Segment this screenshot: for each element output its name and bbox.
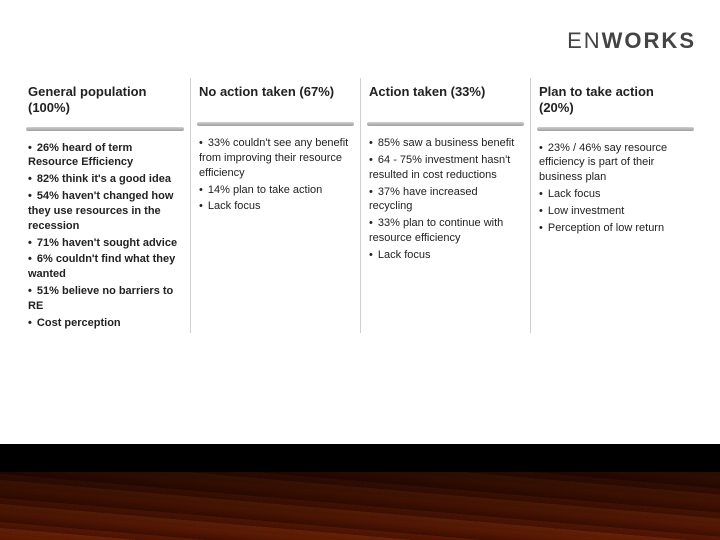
bullet-icon: • [28, 317, 32, 329]
list-item-text: 51% believe no barriers to RE [28, 285, 173, 312]
list-item: • 85% saw a business benefit [369, 136, 522, 151]
list-item: • 6% couldn't find what they wanted [28, 252, 182, 282]
brand-part-1: EN [567, 28, 602, 53]
list-item-text: Lack focus [205, 200, 261, 212]
column-header: Plan to take action (20%) [537, 78, 694, 127]
bullet-icon: • [28, 142, 32, 154]
list-item-text: 33% plan to continue with resource effic… [369, 217, 503, 244]
list-item-text: 64 - 75% investment hasn't resulted in c… [369, 154, 510, 181]
list-item-text: 85% saw a business benefit [375, 137, 514, 149]
bullet-icon: • [369, 137, 373, 149]
list-item-text: 54% haven't changed how they use resourc… [28, 190, 173, 232]
list-item: • 26% heard of term Resource Efficiency [28, 141, 182, 171]
list-item: • 51% believe no barriers to RE [28, 284, 182, 314]
header-underline [197, 122, 354, 126]
list-item: • 23% / 46% say resource efficiency is p… [539, 141, 692, 186]
column-plan-action: Plan to take action (20%) • 23% / 46% sa… [530, 78, 700, 333]
list-item: • Perception of low return [539, 221, 692, 236]
column-body: • 23% / 46% say resource efficiency is p… [537, 141, 694, 236]
bullet-icon: • [199, 200, 203, 212]
list-item-text: 26% heard of term Resource Efficiency [28, 142, 133, 169]
footer-copper-band [0, 444, 720, 540]
column-header: General population (100%) [26, 78, 184, 127]
column-action-taken: Action taken (33%) • 85% saw a business … [360, 78, 530, 333]
header-underline [367, 122, 524, 126]
list-item-text: 33% couldn't see any benefit from improv… [199, 137, 348, 179]
bullet-icon: • [539, 188, 543, 200]
list-item-text: 23% / 46% say resource efficiency is par… [539, 142, 667, 184]
list-item-text: Lack focus [545, 188, 601, 200]
list-item-text: 14% plan to take action [205, 184, 322, 196]
column-body: • 33% couldn't see any benefit from impr… [197, 136, 354, 214]
list-item: • 71% haven't sought advice [28, 236, 182, 251]
bullet-icon: • [539, 205, 543, 217]
list-item-text: 71% haven't sought advice [34, 237, 177, 249]
list-item-text: 37% have increased recycling [369, 186, 478, 213]
bullet-icon: • [28, 237, 32, 249]
list-item-text: Perception of low return [545, 222, 664, 234]
header-underline [26, 127, 184, 131]
list-item: • Lack focus [539, 187, 692, 202]
header-underline [537, 127, 694, 131]
bullet-icon: • [28, 253, 32, 265]
list-item: • 82% think it's a good idea [28, 172, 182, 187]
comparison-table: General population (100%) • 26% heard of… [20, 78, 700, 333]
column-no-action: No action taken (67%) • 33% couldn't see… [190, 78, 360, 333]
list-item: • Cost perception [28, 316, 182, 331]
column-header: No action taken (67%) [197, 78, 354, 122]
bullet-icon: • [369, 249, 373, 261]
list-item: • Lack focus [199, 199, 352, 214]
list-item-text: 82% think it's a good idea [34, 173, 171, 185]
bullet-icon: • [369, 217, 373, 229]
bullet-icon: • [369, 154, 373, 166]
list-item: • 37% have increased recycling [369, 185, 522, 215]
column-body: • 26% heard of term Resource Efficiency•… [26, 141, 184, 331]
list-item: • 33% plan to continue with resource eff… [369, 216, 522, 246]
list-item: • 64 - 75% investment hasn't resulted in… [369, 153, 522, 183]
list-item-text: Cost perception [34, 317, 121, 329]
brand-logo: ENWORKS [567, 28, 696, 54]
list-item-text: Low investment [545, 205, 624, 217]
bullet-icon: • [199, 184, 203, 196]
bullet-icon: • [539, 222, 543, 234]
list-item-text: Lack focus [375, 249, 431, 261]
list-item: • 33% couldn't see any benefit from impr… [199, 136, 352, 181]
list-item: • Lack focus [369, 248, 522, 263]
column-header: Action taken (33%) [367, 78, 524, 122]
column-general-population: General population (100%) • 26% heard of… [20, 78, 190, 333]
list-item: • Low investment [539, 204, 692, 219]
list-item-text: 6% couldn't find what they wanted [28, 253, 175, 280]
list-item: • 54% haven't changed how they use resou… [28, 189, 182, 234]
bullet-icon: • [539, 142, 543, 154]
bullet-icon: • [199, 137, 203, 149]
bullet-icon: • [28, 190, 32, 202]
column-body: • 85% saw a business benefit• 64 - 75% i… [367, 136, 524, 263]
brand-part-2: WORKS [602, 28, 696, 53]
bullet-icon: • [28, 285, 32, 297]
table-columns: General population (100%) • 26% heard of… [20, 78, 700, 333]
list-item: • 14% plan to take action [199, 183, 352, 198]
bullet-icon: • [28, 173, 32, 185]
bullet-icon: • [369, 186, 373, 198]
